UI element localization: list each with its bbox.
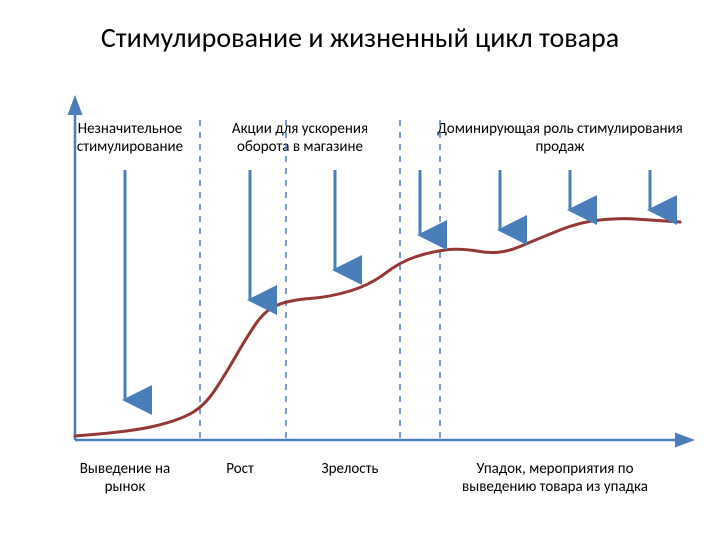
bottom-label-3: Зрелость: [300, 460, 400, 478]
bottom-label-3-text: Зрелость: [322, 460, 379, 478]
slide: Стимулирование и жизненный цикл товара Н…: [0, 0, 720, 540]
bottom-label-1-line1: Выведение на: [80, 460, 170, 478]
lifecycle-chart: [0, 0, 720, 540]
bottom-label-1: Выведение на рынок: [60, 460, 190, 496]
bottom-label-1-line2: рынок: [105, 478, 146, 496]
bottom-label-4-line1: Упадок, мероприятия по: [476, 460, 633, 478]
bottom-label-4: Упадок, мероприятия по выведению товара …: [430, 460, 680, 496]
bottom-label-4-line2: выведению товара из упадка: [462, 478, 648, 496]
bottom-label-2: Рост: [205, 460, 275, 478]
bottom-label-2-text: Рост: [226, 460, 254, 478]
